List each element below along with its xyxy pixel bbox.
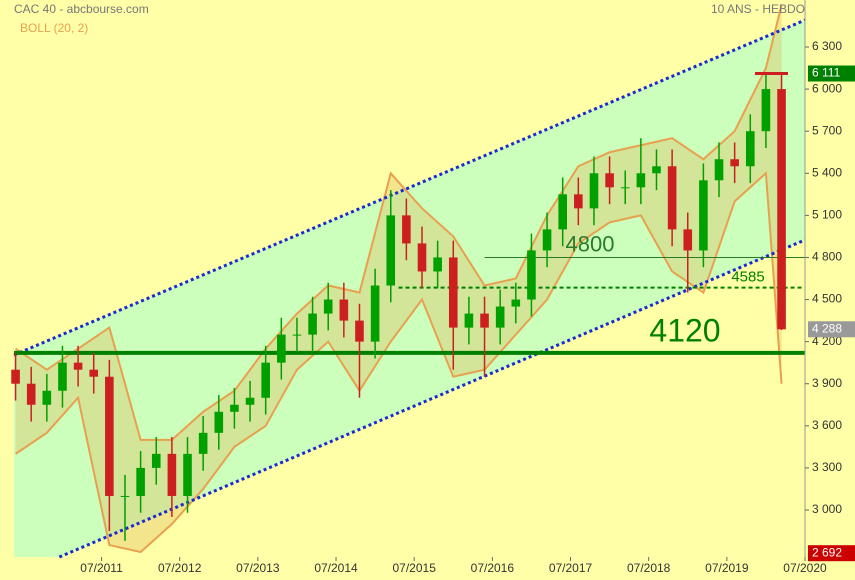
candle-body: [402, 215, 411, 244]
candle-body: [542, 229, 552, 251]
candle-body: [527, 250, 536, 300]
candle-body: [730, 159, 739, 167]
bollinger-fill: [15, 4, 782, 553]
candle-body: [323, 299, 333, 314]
candle-body: [58, 362, 67, 391]
level-label: 4800: [566, 231, 615, 256]
price-tag: [808, 65, 855, 82]
x-tick-label: 07/2018: [627, 561, 671, 575]
candle-body: [230, 404, 239, 412]
price-tag-label: 6 111: [812, 66, 841, 80]
candle-body: [464, 313, 474, 328]
x-tick-label: 07/2014: [314, 561, 358, 575]
y-tick-label: 4 800: [812, 250, 842, 264]
candle-body: [245, 397, 255, 405]
candle-body: [386, 215, 396, 286]
candle-body: [292, 334, 302, 336]
candle-body: [777, 89, 786, 330]
candle-body: [277, 334, 286, 363]
candle-body: [683, 229, 693, 251]
candle-body: [120, 495, 130, 497]
candle-body: [73, 362, 83, 370]
y-tick-label: 3 000: [812, 502, 842, 516]
y-tick-label: 3 600: [812, 418, 842, 432]
y-tick-label: 4 500: [812, 292, 842, 306]
x-tick-label: 07/2015: [392, 561, 436, 575]
candle-body: [105, 376, 114, 496]
candle-body: [136, 467, 145, 496]
chart-subtitle: 10 ANS - HEBDO: [711, 2, 805, 16]
candle-body: [151, 453, 161, 468]
candle-body: [589, 173, 599, 209]
candle-body: [667, 166, 677, 230]
price-tag: [808, 321, 855, 338]
candle-body: [448, 257, 458, 328]
x-tick-label: 07/2011: [80, 561, 123, 575]
candle-body: [574, 194, 583, 209]
x-tick-label: 07/2012: [158, 561, 202, 575]
candle-body: [558, 194, 567, 230]
candle-body: [183, 453, 192, 496]
candle-body: [167, 453, 177, 496]
price-tag-label: 4 288: [812, 321, 842, 335]
candle-body: [355, 320, 364, 342]
candle-body: [11, 369, 20, 384]
chart-title: CAC 40 - abcbourse.com: [14, 2, 149, 16]
level-label: 4585: [731, 269, 764, 286]
y-tick-label: 3 900: [812, 376, 842, 390]
candle-body: [605, 173, 614, 188]
candle-body: [511, 299, 521, 307]
y-tick-label: 3 300: [812, 460, 842, 474]
x-tick-label: 07/2017: [549, 561, 593, 575]
y-tick-label: 6 000: [812, 81, 842, 95]
x-tick-label: 07/2013: [236, 561, 280, 575]
x-tick-label: 07/2016: [471, 561, 515, 575]
candle-body: [745, 131, 755, 167]
price-tag: [808, 545, 855, 562]
candle-body: [620, 187, 630, 189]
candle-body: [261, 362, 270, 398]
candle-body: [433, 257, 442, 272]
candle-body: [417, 243, 427, 272]
y-tick-label: 5 400: [812, 165, 842, 179]
candle-body: [89, 369, 99, 377]
candle-body: [652, 166, 661, 174]
candle-body: [761, 89, 771, 132]
candle-body: [636, 173, 646, 188]
bollinger-lower: [15, 171, 783, 554]
y-tick-label: 5 700: [812, 123, 842, 137]
candle-body: [26, 383, 36, 405]
candle-body: [480, 313, 489, 328]
candle-body: [370, 285, 380, 342]
price-tag-label: 2 692: [812, 545, 842, 559]
indicator-label: BOLL (20, 2): [20, 21, 88, 35]
candle-body: [339, 299, 349, 321]
y-tick-label: 5 100: [812, 208, 842, 222]
plot-area: 4120 4800 4585: [11, 4, 806, 559]
y-tick-label: 4 200: [812, 334, 842, 348]
level-label: 4120: [649, 312, 720, 348]
candle-body: [198, 432, 208, 454]
candle-body: [42, 390, 52, 405]
bollinger-upper: [15, 4, 783, 441]
x-tick-label: 07/2019: [705, 561, 749, 575]
candle-body: [214, 411, 224, 433]
candle-body: [714, 159, 724, 181]
candle-body: [308, 313, 317, 335]
x-tick-label: 07/2020: [783, 561, 827, 575]
candle-body: [495, 306, 505, 328]
candle-body: [699, 180, 708, 251]
channel-line: [13, 18, 806, 357]
y-tick-label: 6 300: [812, 39, 842, 53]
